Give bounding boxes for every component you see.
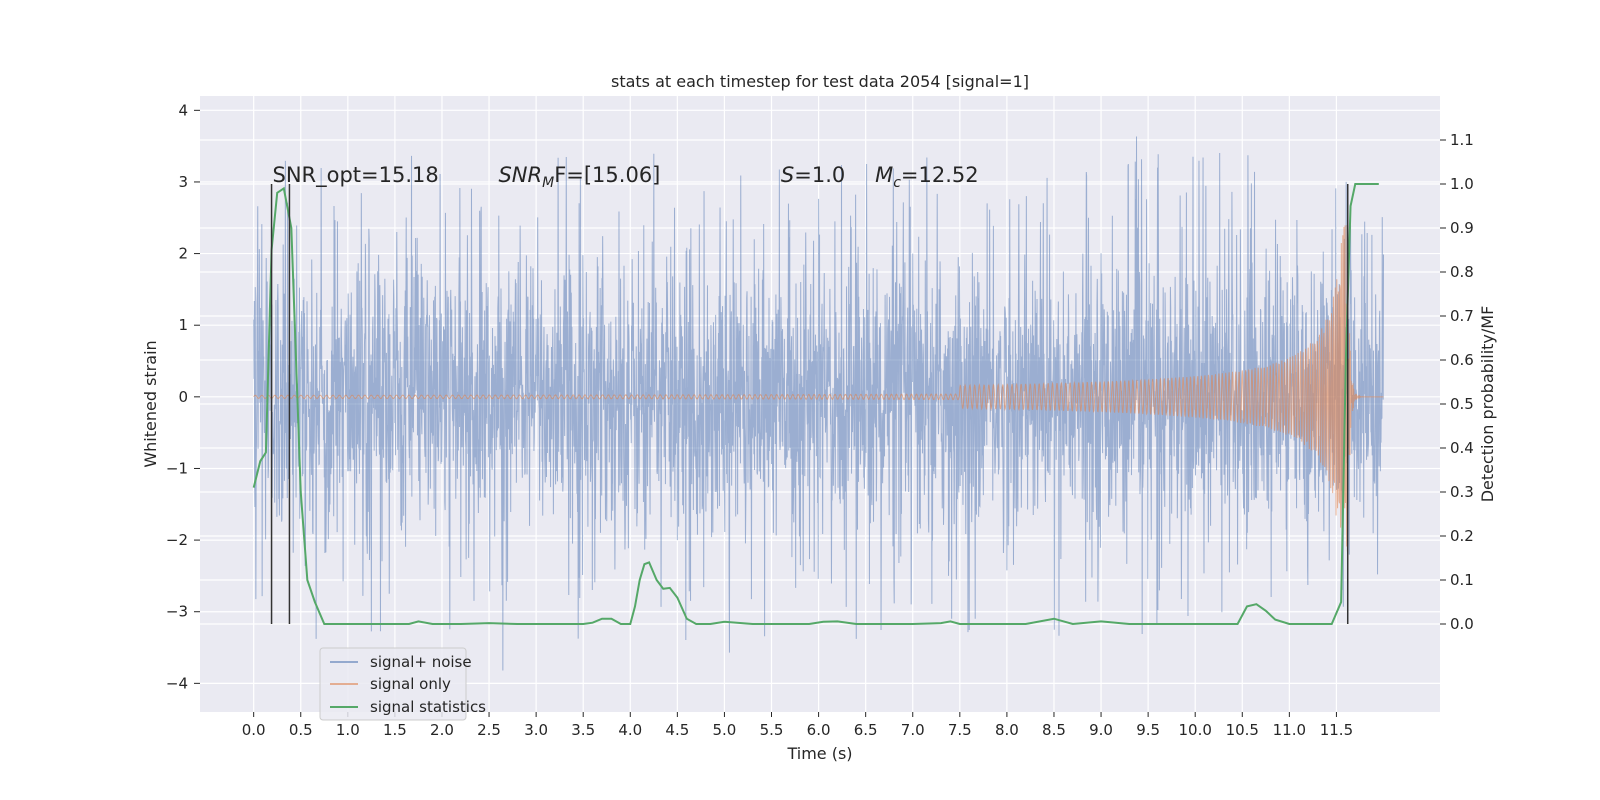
- annotation-text: SNRMF=[15.06]: [498, 163, 660, 191]
- x-tick-label: 9.5: [1136, 721, 1160, 739]
- y2-tick-label: 0.7: [1450, 307, 1474, 325]
- y-tick-label: 1: [178, 316, 188, 334]
- legend-box: [319, 647, 467, 721]
- y2-tick-label: 0.4: [1450, 439, 1474, 457]
- annotation-text: S=1.0: [781, 163, 845, 187]
- y2-tick-label: 0.6: [1450, 351, 1474, 369]
- x-tick-label: 9.0: [1089, 721, 1113, 739]
- x-tick-label: 2.0: [430, 721, 454, 739]
- vertical-markers: [270, 184, 1349, 624]
- y2-tick-label: 1.0: [1450, 175, 1474, 193]
- y2-tick-label: 0.8: [1450, 263, 1474, 281]
- series-signal-statistics: [252, 183, 1379, 626]
- y-tick-label: −1: [166, 459, 188, 477]
- legend-label-signal-statistics: signal statistics: [370, 698, 486, 716]
- x-tick-label: 6.0: [807, 721, 831, 739]
- annotations: SNR_opt=15.18 SNRMF=[15.06] S=1.0 Mc=12.52: [272, 163, 978, 191]
- series-signal-noise: [253, 136, 1385, 671]
- x-tick-label: 0.5: [289, 721, 313, 739]
- series-signal-only: [253, 225, 1384, 568]
- y-tick-label: −2: [166, 531, 188, 549]
- x-tick-label: 4.0: [618, 721, 642, 739]
- x-tick-label: 3.0: [524, 721, 548, 739]
- x-tick-label: 6.5: [854, 721, 878, 739]
- annotation-text: Mc=12.52: [875, 163, 979, 191]
- x-tick-label: 4.5: [665, 721, 689, 739]
- x-tick-label: 5.0: [713, 721, 737, 739]
- y2-axis-ticks: 0.0 0.1 0.2 0.3 0.4 0.5 0.6 0.7 0.8 0.9 1.0 1.1: [1440, 131, 1474, 633]
- y2-tick-label: 0.3: [1450, 483, 1474, 501]
- x-tick-label: 11.5: [1320, 721, 1353, 739]
- y2-tick-label: 0.1: [1450, 571, 1474, 589]
- y2-tick-label: 0.2: [1450, 527, 1474, 545]
- x-tick-label: 1.5: [383, 721, 407, 739]
- y-tick-label: 0: [178, 388, 188, 406]
- y-tick-label: 2: [178, 245, 188, 263]
- x-tick-label: 11.0: [1273, 721, 1306, 739]
- x-tick-label: 8.0: [995, 721, 1019, 739]
- y-tick-label: −4: [166, 674, 188, 692]
- series-layer: [252, 136, 1385, 671]
- y2-tick-label: 1.1: [1450, 131, 1474, 149]
- y-tick-label: 3: [178, 173, 188, 191]
- x-tick-label: 10.5: [1226, 721, 1259, 739]
- y-axis-ticks: −4 −3 −2 −1 0 1 2 3 4: [166, 101, 200, 692]
- x-axis-label: Time (s): [786, 744, 852, 763]
- x-tick-label: 0.0: [242, 721, 266, 739]
- y-tick-label: −3: [166, 603, 188, 621]
- chart-title: stats at each timestep for test data 205…: [611, 72, 1029, 91]
- x-tick-label: 5.5: [760, 721, 784, 739]
- x-axis-ticks: 0.0 0.5 1.0 1.5 2.0 2.5 3.0 3.5 4.0 4.5 5.0 5.5 6.0 6…: [242, 712, 1353, 739]
- annotation-text: SNR_opt=15.18: [272, 163, 438, 188]
- legend: signal+ noise signal only signal statist…: [319, 647, 486, 721]
- x-tick-label: 1.0: [336, 721, 360, 739]
- legend-label-signal-noise: signal+ noise: [370, 653, 472, 671]
- x-tick-label: 7.0: [901, 721, 925, 739]
- x-tick-label: 3.5: [571, 721, 595, 739]
- x-tick-label: 10.0: [1178, 721, 1211, 739]
- y-axis-label: Whitened strain: [141, 340, 160, 467]
- x-tick-label: 7.5: [948, 721, 972, 739]
- y-tick-label: 4: [178, 101, 188, 119]
- x-tick-label: 8.5: [1042, 721, 1066, 739]
- y2-tick-label: 0.9: [1450, 219, 1474, 237]
- legend-label-signal-only: signal only: [370, 675, 451, 693]
- y2-tick-label: 0.5: [1450, 395, 1474, 413]
- x-tick-label: 2.5: [477, 721, 501, 739]
- y2-tick-label: 0.0: [1450, 615, 1474, 633]
- y2-axis-label: Detection probability/MF: [1478, 306, 1497, 503]
